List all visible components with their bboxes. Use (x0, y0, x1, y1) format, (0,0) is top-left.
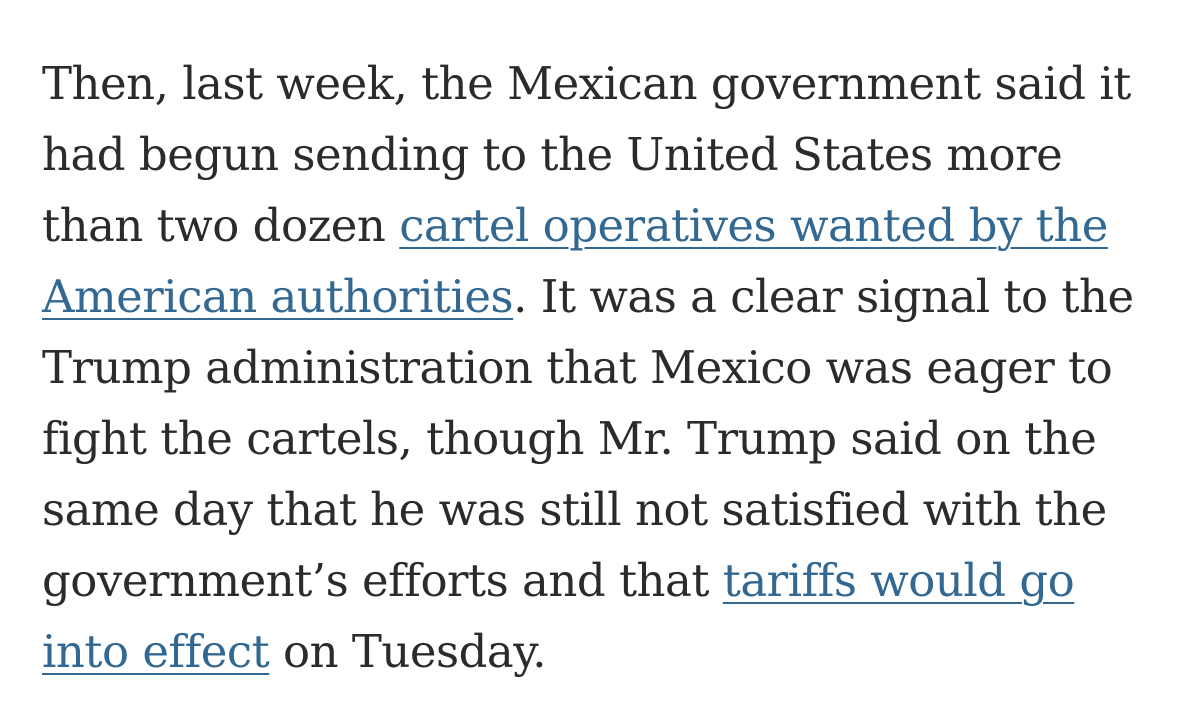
paragraph-line-3: than two dozen cartel operatives wanted … (42, 190, 1182, 261)
paragraph-line-1: Then, last week, the Mexican government … (42, 57, 1131, 110)
paragraph-line-4: American authorities. It was a clear sig… (42, 261, 1182, 332)
paragraph-line-8: government’s efforts and that tariffs wo… (42, 545, 1182, 616)
line-4-text: . It was a clear signal to the (513, 270, 1134, 323)
cartel-operatives-link-part-1[interactable]: cartel operatives wanted by the (399, 199, 1108, 252)
article-body: Then, last week, the Mexican government … (42, 48, 1182, 687)
paragraph-line-9: into effect on Tuesday. (42, 616, 1182, 687)
article-paragraph: Then, last week, the Mexican government … (42, 48, 1182, 687)
cartel-operatives-link-part-2[interactable]: American authorities (42, 270, 514, 323)
paragraph-line-6: fight the cartels, though Mr. Trump said… (42, 412, 1097, 465)
tariffs-link-part-1[interactable]: tariffs would go (722, 554, 1075, 607)
line-3-text: than two dozen (42, 199, 400, 252)
paragraph-line-2: had begun sending to the United States m… (42, 128, 1063, 181)
line-9-text: on Tuesday. (269, 625, 547, 678)
paragraph-line-7: same day that he was still not satisfied… (42, 483, 1107, 536)
line-8-text: government’s efforts and that (42, 554, 723, 607)
tariffs-link-part-2[interactable]: into effect (42, 625, 270, 678)
paragraph-line-5: Trump administration that Mexico was eag… (42, 341, 1113, 394)
